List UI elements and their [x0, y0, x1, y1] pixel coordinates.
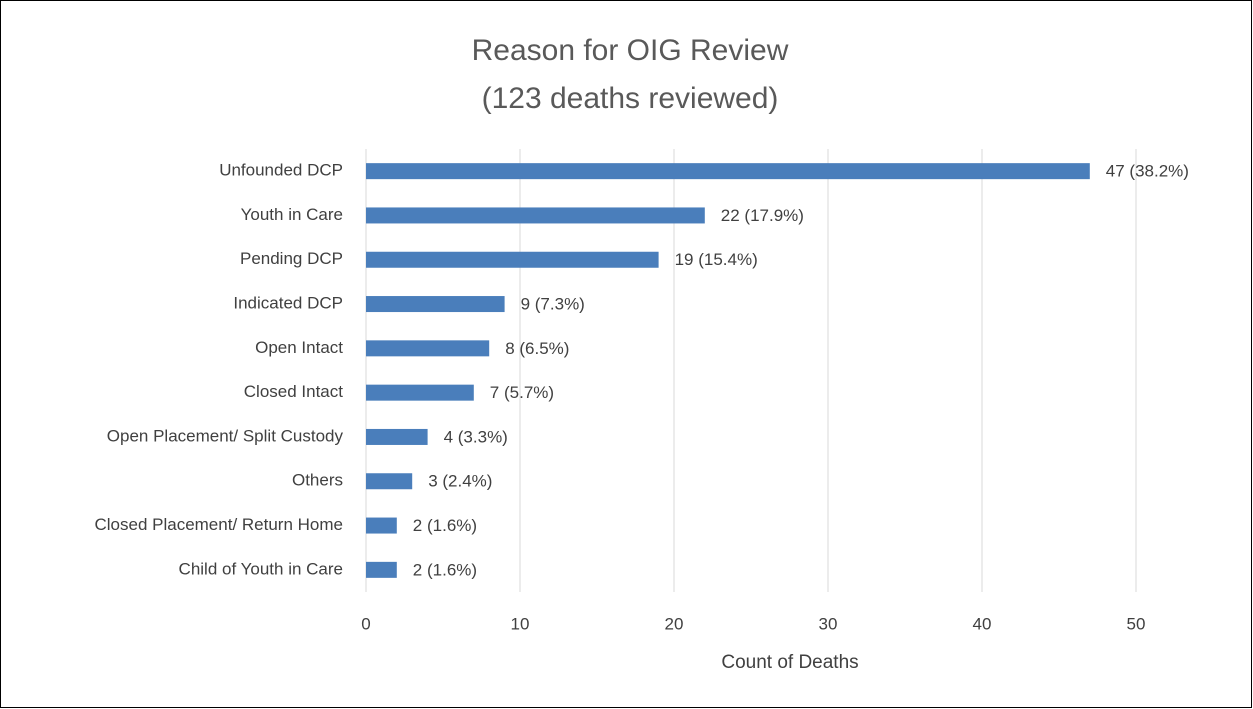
y-tick-label: Child of Youth in Care [179, 559, 343, 578]
x-tick-label: 30 [819, 614, 838, 633]
bar [366, 251, 659, 268]
bar [366, 517, 397, 534]
value-label: 9 (7.3%) [521, 295, 585, 314]
value-label: 7 (5.7%) [490, 383, 554, 402]
value-label: 4 (3.3%) [444, 427, 508, 446]
value-label: 8 (6.5%) [505, 339, 569, 358]
bar [366, 340, 490, 357]
chart-subtitle: (123 deaths reviewed) [482, 82, 779, 115]
y-tick-label: Open Placement/ Split Custody [107, 426, 344, 445]
x-axis-title: Count of Deaths [721, 652, 858, 673]
bar [366, 473, 413, 490]
y-tick-label: Pending DCP [240, 249, 343, 268]
value-label: 2 (1.6%) [413, 516, 477, 535]
value-label: 2 (1.6%) [413, 560, 477, 579]
x-tick-label: 10 [511, 614, 530, 633]
bar [366, 207, 705, 224]
bar [366, 384, 474, 401]
value-label: 47 (38.2%) [1106, 162, 1189, 181]
chart-title: Reason for OIG Review [472, 34, 789, 67]
value-label: 3 (2.4%) [428, 472, 492, 491]
bar [366, 428, 428, 445]
y-tick-label: Others [292, 471, 343, 490]
y-tick-label: Open Intact [255, 338, 343, 357]
y-tick-label: Indicated DCP [233, 294, 343, 313]
bar [366, 561, 397, 578]
bar [366, 163, 1090, 180]
x-tick-label: 50 [1127, 614, 1146, 633]
value-label: 19 (15.4%) [675, 250, 758, 269]
y-tick-label: Youth in Care [241, 205, 343, 224]
y-tick-label: Unfounded DCP [219, 161, 343, 180]
bar [366, 296, 505, 313]
x-tick-label: 40 [973, 614, 992, 633]
y-tick-label: Closed Intact [244, 382, 343, 401]
x-tick-label: 20 [665, 614, 684, 633]
value-label: 22 (17.9%) [721, 206, 804, 225]
y-tick-label: Closed Placement/ Return Home [94, 515, 343, 534]
x-tick-label: 0 [361, 614, 370, 633]
